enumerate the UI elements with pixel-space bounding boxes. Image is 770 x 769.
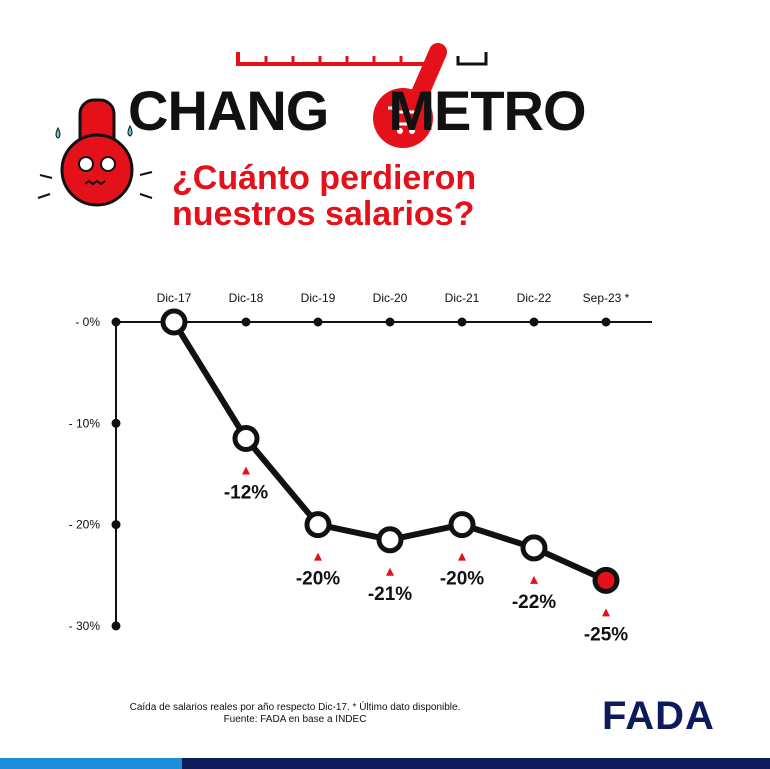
- salary-loss-chart: - 0% - 10% - 20% - 30% Dic-17 Dic-18 Dic-19 Dic…: [69, 291, 652, 645]
- y-tick-label: - 30%: [69, 619, 101, 633]
- down-marker-triangle: [530, 575, 538, 584]
- data-point: [448, 511, 476, 539]
- fada-logo-text: FADA: [602, 694, 715, 738]
- x-tick-label: Dic-21: [445, 291, 480, 305]
- sweating-thermometer-icon: [37, 98, 153, 207]
- x-tick-dot: [457, 317, 467, 327]
- y-tick-label: - 10%: [69, 416, 101, 430]
- down-marker-triangle: [314, 552, 322, 561]
- x-tick-label: Sep-23 *: [583, 291, 630, 305]
- data-label: -25%: [584, 624, 628, 645]
- x-tick-dot: [601, 317, 611, 327]
- down-marker-triangle: [242, 466, 250, 475]
- data-point: [520, 534, 548, 562]
- data-point: [160, 308, 188, 336]
- data-point: [376, 526, 404, 554]
- x-tick-dot: [313, 317, 323, 327]
- data-label: -20%: [440, 569, 484, 590]
- y-tick-label: - 20%: [69, 518, 101, 532]
- logo-text-left: CHANG: [128, 79, 329, 142]
- data-label: -21%: [368, 584, 412, 605]
- footer-bar-light: [0, 758, 182, 769]
- y-tick-dot: [111, 621, 121, 631]
- logo-title: CHANG METRO: [128, 78, 587, 143]
- footer-bar-dark: [182, 758, 770, 769]
- footnote-note: Caída de salarios reales por año respect…: [129, 702, 461, 713]
- x-tick-label: Dic-17: [157, 291, 192, 305]
- subtitle-line-2: nuestros salarios?: [172, 195, 475, 233]
- y-tick-label: - 0%: [75, 315, 100, 329]
- x-tick-label: Dic-22: [517, 291, 552, 305]
- x-tick-label: Dic-19: [301, 291, 336, 305]
- data-label: -12%: [224, 482, 268, 503]
- y-tick-dot: [111, 520, 121, 530]
- down-marker-triangle: [458, 552, 466, 561]
- data-point: [232, 424, 260, 452]
- down-marker-triangle: [602, 608, 610, 617]
- gauge-needle-cart-icon: [373, 43, 447, 148]
- x-tick-dot: [529, 317, 539, 327]
- data-label: -20%: [296, 569, 340, 590]
- footnote: Caída de salarios reales por año respect…: [100, 702, 490, 726]
- y-tick-dot: [111, 317, 121, 327]
- data-point: [304, 511, 332, 539]
- subtitle-line-1: ¿Cuánto perdieron: [172, 159, 477, 197]
- subtitle: ¿Cuánto perdieron nuestros salarios?: [172, 160, 572, 232]
- x-tick-dot: [241, 317, 251, 327]
- footnote-source: Fuente: FADA en base a INDEC: [223, 714, 367, 725]
- y-tick-dot: [111, 418, 121, 428]
- fada-logo: FADA: [602, 694, 715, 739]
- data-label: -22%: [512, 592, 556, 613]
- data-point: [592, 566, 620, 594]
- x-tick-label: Dic-20: [373, 291, 408, 305]
- x-tick-label: Dic-18: [229, 291, 264, 305]
- down-marker-triangle: [386, 567, 394, 576]
- gauge-ruler: [236, 52, 488, 66]
- x-tick-dot: [385, 317, 395, 327]
- logo-text-right: METRO: [388, 79, 586, 142]
- changometro-logo-art: [37, 43, 488, 207]
